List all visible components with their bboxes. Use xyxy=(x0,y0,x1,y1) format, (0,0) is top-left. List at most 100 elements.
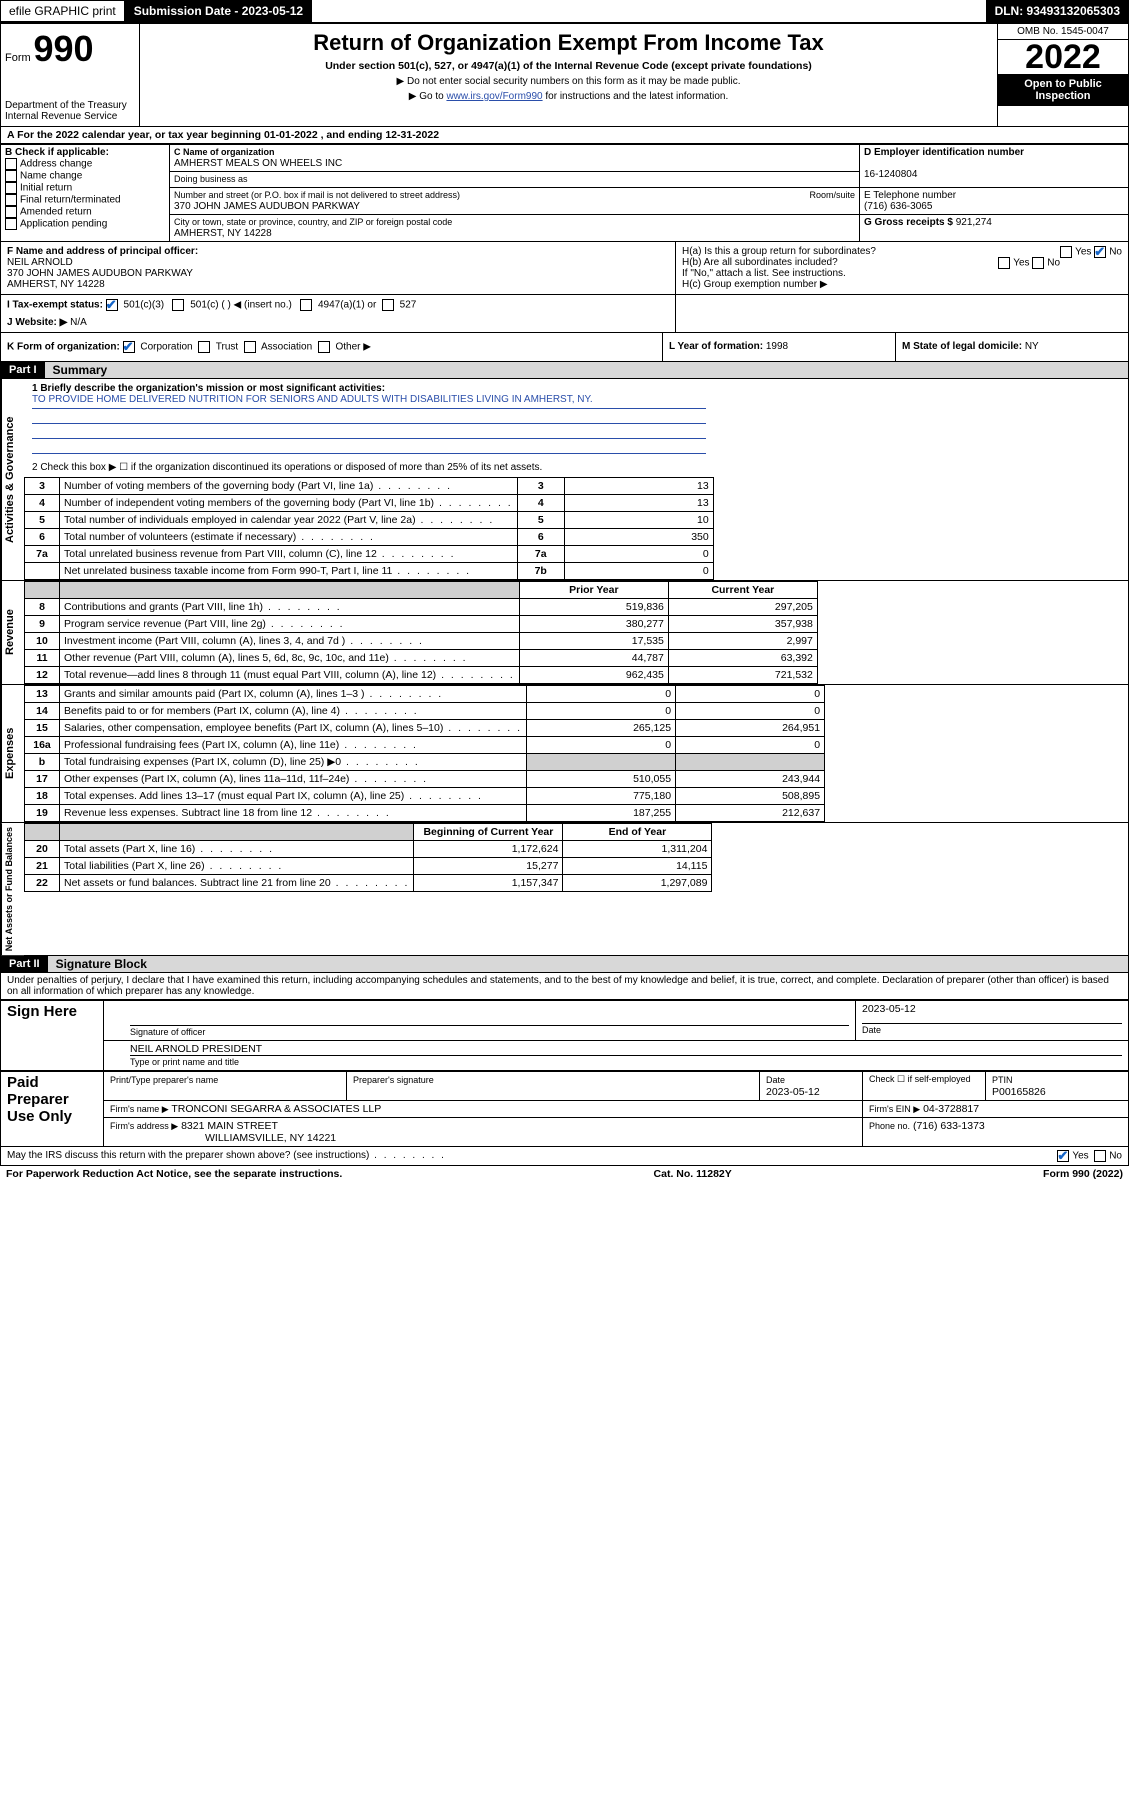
table-row: 13 Grants and similar amounts paid (Part… xyxy=(25,686,825,703)
header-mid: Return of Organization Exempt From Incom… xyxy=(140,24,997,126)
paid-preparer-block: Paid Preparer Use Only Print/Type prepar… xyxy=(0,1071,1129,1147)
table-row: b Total fundraising expenses (Part IX, c… xyxy=(25,754,825,771)
row-i-j: I Tax-exempt status: 501(c)(3) 501(c) ( … xyxy=(1,295,675,332)
phone-value: (716) 636-3065 xyxy=(864,201,932,212)
line2-checkbox: 2 Check this box ▶ ☐ if the organization… xyxy=(24,458,714,477)
open-to-public: Open to Public Inspection xyxy=(998,74,1128,106)
checkbox-hb-yes[interactable] xyxy=(998,257,1010,269)
table-row: 9 Program service revenue (Part VIII, li… xyxy=(25,616,818,633)
table-row: 19 Revenue less expenses. Subtract line … xyxy=(25,805,825,822)
h-preparer-name: Print/Type preparer's name xyxy=(110,1075,218,1085)
firm-name: TRONCONI SEGARRA & ASSOCIATES LLP xyxy=(171,1103,381,1115)
preparer-date-cell: Date 2023-05-12 xyxy=(760,1072,863,1101)
checkbox-address-change[interactable] xyxy=(5,158,17,170)
preparer-date: 2023-05-12 xyxy=(766,1086,820,1098)
opt-other: Other ▶ xyxy=(335,342,370,353)
table-row: 6 Total number of volunteers (estimate i… xyxy=(25,529,714,546)
checkbox-corporation[interactable] xyxy=(123,341,135,353)
declaration-text: Under penalties of perjury, I declare th… xyxy=(0,973,1129,1000)
row-m: M State of legal domicile: NY xyxy=(895,333,1128,361)
h-ptin: PTIN xyxy=(992,1075,1013,1085)
e-label: E Telephone number xyxy=(864,190,956,201)
form-header: Form 990 Department of the Treasury Inte… xyxy=(0,23,1129,127)
checkbox-trust[interactable] xyxy=(198,341,210,353)
checkbox-4947[interactable] xyxy=(300,299,312,311)
footer-right: Form 990 (2022) xyxy=(1043,1168,1123,1180)
submission-date: Submission Date - 2023-05-12 xyxy=(125,0,312,22)
identity-block: B Check if applicable: Address change Na… xyxy=(0,144,1129,242)
org-name: AMHERST MEALS ON WHEELS INC xyxy=(174,158,342,169)
table-row: 20 Total assets (Part X, line 16) 1,172,… xyxy=(25,841,712,858)
sub3-suffix: for instructions and the latest informat… xyxy=(543,91,729,102)
sign-here-block: Sign Here Signature of officer 2023-05-1… xyxy=(0,1000,1129,1071)
footer: For Paperwork Reduction Act Notice, see … xyxy=(0,1166,1129,1182)
block-b: B Check if applicable: Address change Na… xyxy=(1,145,170,242)
checkbox-association[interactable] xyxy=(244,341,256,353)
city-label: City or town, state or province, country… xyxy=(174,217,452,227)
header-right: OMB No. 1545-0047 2022 Open to Public In… xyxy=(997,24,1128,126)
governance-table: 3 Number of voting members of the govern… xyxy=(24,477,714,580)
discuss-label: May the IRS discuss this return with the… xyxy=(7,1150,369,1161)
sign-date-cell: 2023-05-12 Date xyxy=(856,1001,1129,1041)
block-c-dba: Doing business as xyxy=(170,172,860,188)
opt-4947: 4947(a)(1) or xyxy=(318,300,376,311)
opt-final-return: Final return/terminated xyxy=(20,195,121,206)
checkbox-501c3[interactable] xyxy=(106,299,118,311)
sub3-prefix: ▶ Go to xyxy=(409,91,447,102)
opt-501c3: 501(c)(3) xyxy=(124,300,165,311)
mission-blank-3 xyxy=(32,439,706,454)
block-h: H(a) Is this a group return for subordin… xyxy=(675,242,1128,294)
firm-ein-cell: Firm's EIN ▶ 04-3728817 xyxy=(863,1101,1129,1118)
d-label: D Employer identification number xyxy=(864,147,1024,158)
h-a-label: H(a) Is this a group return for subordin… xyxy=(682,246,876,257)
dept-label: Department of the Treasury xyxy=(5,100,135,111)
m-label: M State of legal domicile: xyxy=(902,341,1022,352)
checkbox-ha-no[interactable] xyxy=(1094,246,1106,258)
form-title: Return of Organization Exempt From Incom… xyxy=(150,30,987,56)
instructions-link[interactable]: www.irs.gov/Form990 xyxy=(446,91,542,102)
table-row: 18 Total expenses. Add lines 13–17 (must… xyxy=(25,788,825,805)
checkbox-name-change[interactable] xyxy=(5,170,17,182)
checkbox-hb-no[interactable] xyxy=(1032,257,1044,269)
preparer-sig-cell: Preparer's signature xyxy=(347,1072,760,1101)
checkbox-501c[interactable] xyxy=(172,299,184,311)
checkbox-527[interactable] xyxy=(382,299,394,311)
expenses-section: Expenses 13 Grants and similar amounts p… xyxy=(0,685,1129,823)
line1: 1 Briefly describe the organization's mi… xyxy=(24,379,714,458)
part1-bar: Part I Summary xyxy=(0,362,1129,379)
opt-trust: Trust xyxy=(216,342,238,353)
opt-527: 527 xyxy=(400,300,417,311)
table-row: 14 Benefits paid to or for members (Part… xyxy=(25,703,825,720)
checkbox-application-pending[interactable] xyxy=(5,218,17,230)
block-e: E Telephone number (716) 636-3065 xyxy=(860,188,1129,215)
discuss-yes: Yes xyxy=(1072,1151,1088,1162)
table-row: 3 Number of voting members of the govern… xyxy=(25,478,714,495)
checkbox-discuss-no[interactable] xyxy=(1094,1150,1106,1162)
line1-label: 1 Briefly describe the organization's mi… xyxy=(32,383,385,394)
name-label: Type or print name and title xyxy=(130,1057,239,1067)
subtitle-1: Under section 501(c), 527, or 4947(a)(1)… xyxy=(150,60,987,72)
ein-value: 16-1240804 xyxy=(864,169,917,180)
block-f: F Name and address of principal officer:… xyxy=(1,242,675,294)
checkbox-ha-yes[interactable] xyxy=(1060,246,1072,258)
preparer-label: Paid Preparer Use Only xyxy=(1,1072,104,1147)
checkbox-other[interactable] xyxy=(318,341,330,353)
hb-no: No xyxy=(1047,258,1060,269)
table-row: 15 Salaries, other compensation, employe… xyxy=(25,720,825,737)
table-row: 4 Number of independent voting members o… xyxy=(25,495,714,512)
mission-text: TO PROVIDE HOME DELIVERED NUTRITION FOR … xyxy=(32,394,706,409)
officer-addr1: 370 JOHN JAMES AUDUBON PARKWAY xyxy=(7,268,193,279)
checkbox-final-return[interactable] xyxy=(5,194,17,206)
city-value: AMHERST, NY 14228 xyxy=(174,228,272,239)
checkbox-initial-return[interactable] xyxy=(5,182,17,194)
block-d: D Employer identification number 16-1240… xyxy=(860,145,1129,188)
checkbox-amended-return[interactable] xyxy=(5,206,17,218)
k-l-m-row: K Form of organization: Corporation Trus… xyxy=(0,333,1129,362)
h-note: If "No," attach a list. See instructions… xyxy=(682,268,1122,279)
checkbox-discuss-yes[interactable] xyxy=(1057,1150,1069,1162)
hb-yes: Yes xyxy=(1013,258,1029,269)
firm-addr2: WILLIAMSVILLE, NY 14221 xyxy=(205,1132,336,1144)
firm-name-label: Firm's name ▶ xyxy=(110,1104,169,1114)
j-label: J Website: ▶ xyxy=(7,317,67,328)
firm-addr-cell: Firm's address ▶ 8321 MAIN STREET WILLIA… xyxy=(104,1118,863,1147)
